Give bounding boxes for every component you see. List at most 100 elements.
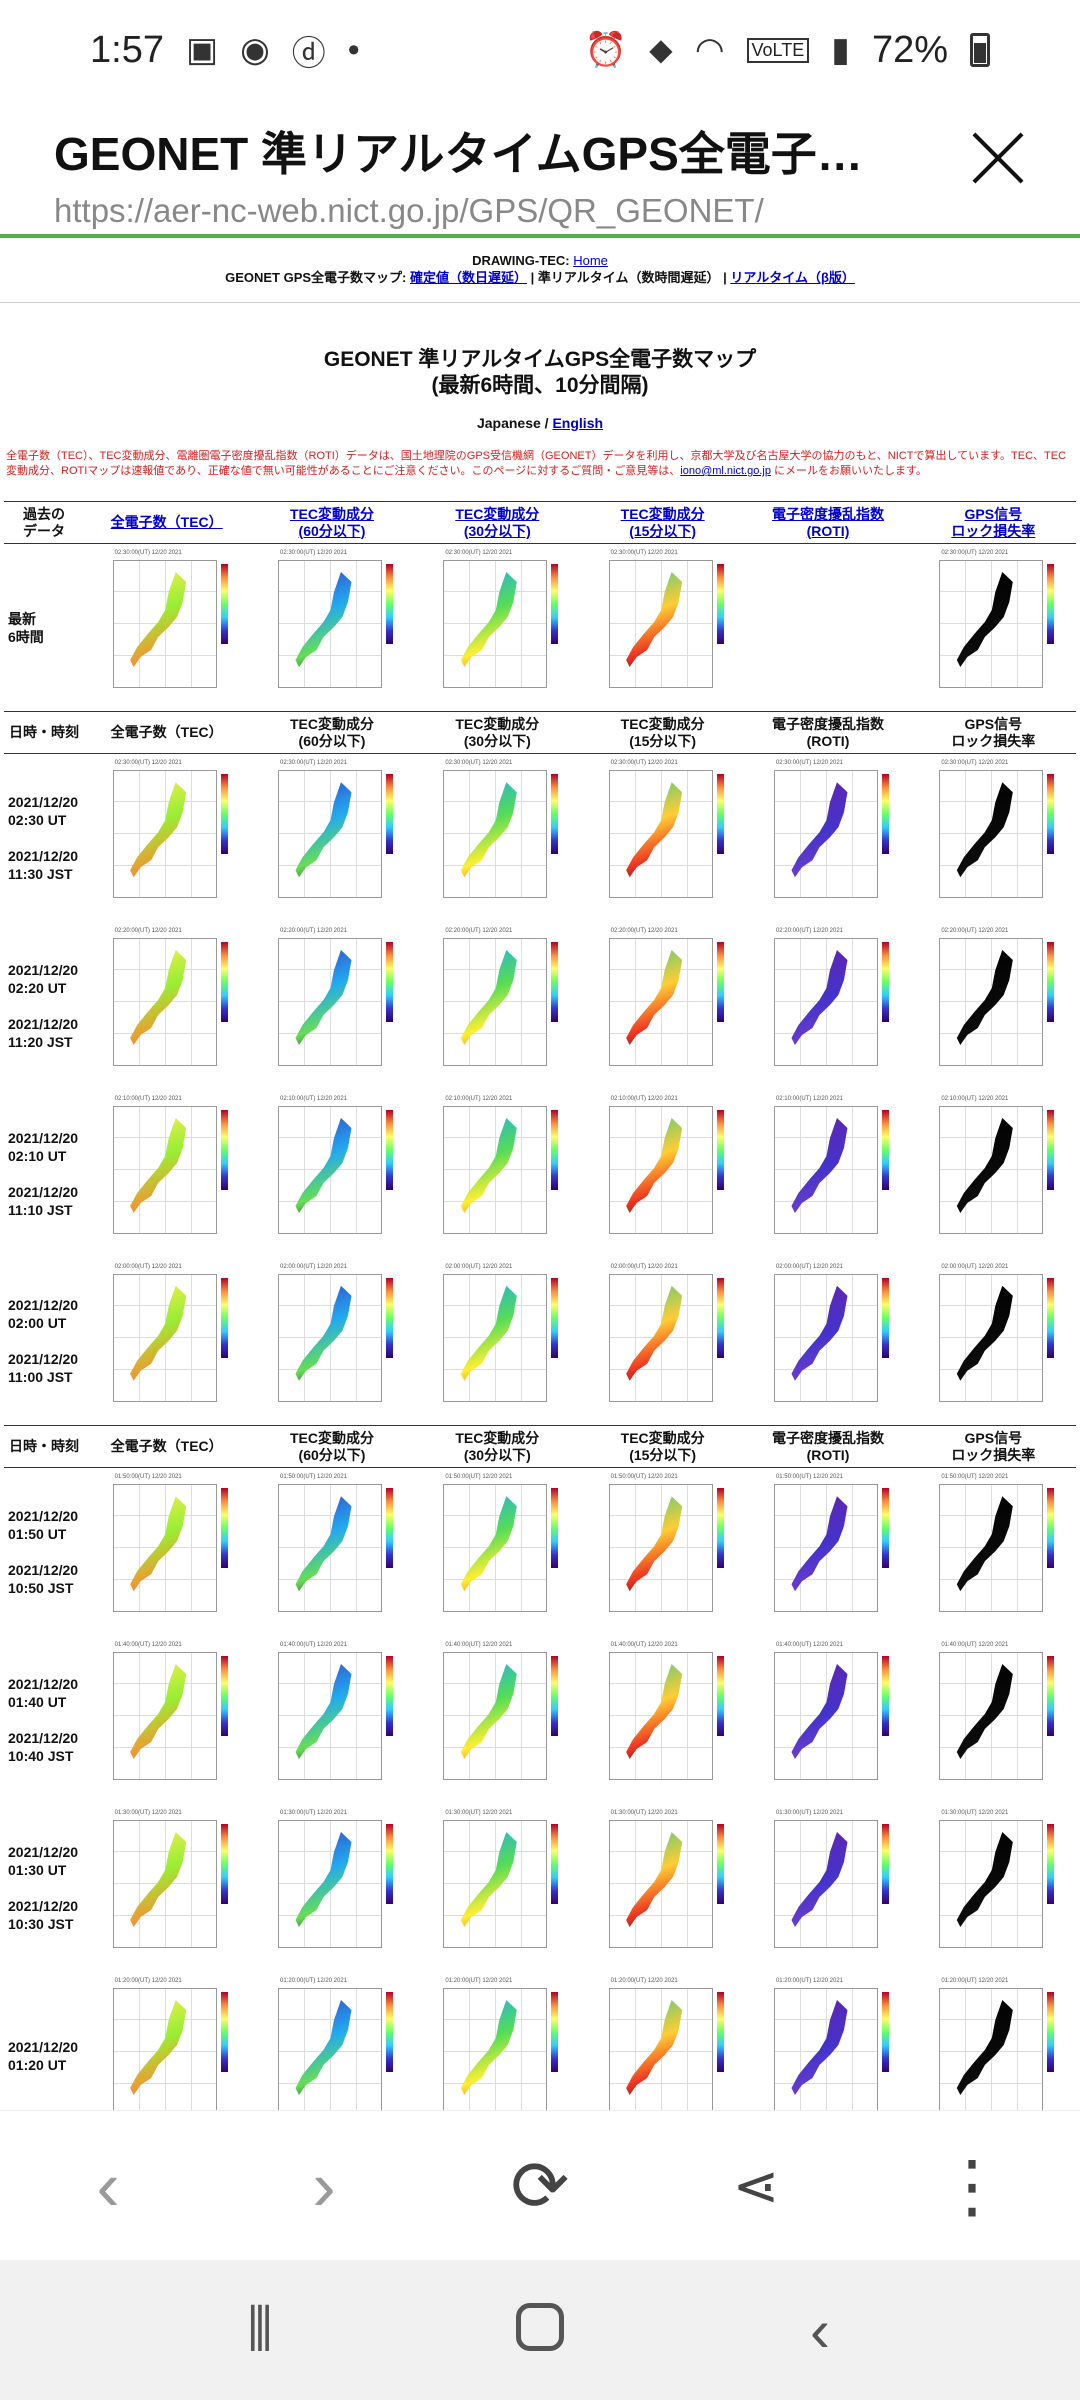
map-image[interactable]: 02:30:00(UT) 12/20 2021 [96, 550, 237, 700]
share-icon[interactable]: ⋖ [732, 2153, 780, 2217]
map-image[interactable]: 01:30:00(UT) 12/20 2021 [261, 1810, 402, 1960]
map-caption: 01:20:00(UT) 12/20 2021 [775, 1978, 844, 1984]
column-header-link[interactable]: GPS信号 [964, 505, 1023, 522]
column-header-link[interactable]: TEC変動成分 [455, 505, 540, 522]
map-image[interactable]: 01:20:00(UT) 12/20 2021 [261, 1978, 402, 2110]
close-icon[interactable] [968, 128, 1028, 188]
map-image[interactable]: 01:40:00(UT) 12/20 2021 [757, 1642, 898, 1792]
map-image[interactable]: 02:00:00(UT) 12/20 2021 [261, 1263, 402, 1414]
map-image[interactable]: 01:20:00(UT) 12/20 2021 [923, 1978, 1064, 2110]
home-button[interactable] [485, 2296, 595, 2365]
map-image[interactable]: 02:00:00(UT) 12/20 2021 [96, 1263, 237, 1414]
map-image[interactable]: 02:20:00(UT) 12/20 2021 [923, 928, 1064, 1078]
map-caption: 02:00:00(UT) 12/20 2021 [775, 1263, 844, 1270]
column-header-text: GPS信号 [964, 1429, 1023, 1446]
map-image[interactable]: 02:10:00(UT) 12/20 2021 [96, 1096, 237, 1246]
map-caption: 01:40:00(UT) 12/20 2021 [775, 1642, 844, 1648]
map-image[interactable]: 02:20:00(UT) 12/20 2021 [261, 928, 402, 1078]
map-image[interactable]: 01:30:00(UT) 12/20 2021 [757, 1810, 898, 1960]
map-image[interactable]: 01:50:00(UT) 12/20 2021 [96, 1474, 237, 1625]
map-image[interactable]: 01:40:00(UT) 12/20 2021 [592, 1642, 733, 1792]
row-datetime: 2021/12/20 02:10 UT 2021/12/20 11:10 JST [8, 1129, 79, 1218]
web-page[interactable]: DRAWING-TEC: Home GEONET GPS全電子数マップ: 確定値… [0, 242, 1080, 2110]
map-image[interactable]: 01:20:00(UT) 12/20 2021 [757, 1978, 898, 2110]
column-header-link[interactable]: (15分以下) [629, 522, 697, 539]
map-image[interactable]: 02:20:00(UT) 12/20 2021 [96, 928, 237, 1078]
map-caption: 01:20:00(UT) 12/20 2021 [610, 1978, 678, 1984]
map-caption: 01:20:00(UT) 12/20 2021 [279, 1978, 348, 1984]
map-image[interactable]: 01:30:00(UT) 12/20 2021 [923, 1810, 1064, 1960]
column-header-text: (15分以下) [629, 1446, 697, 1463]
map-image[interactable]: 01:30:00(UT) 12/20 2021 [96, 1810, 237, 1960]
time-row: 2021/12/20 02:30 UT 2021/12/20 11:30 JST 02:… [4, 754, 1076, 922]
column-header-link[interactable]: 電子密度擾乱指数 [771, 505, 884, 522]
column-header-link[interactable]: 全電子数（TEC） [110, 514, 223, 530]
header-row: 過去の データ 全電子数（TEC） TEC変動成分 (60分以下) TEC変動成分 (30分… [4, 501, 1076, 544]
map-image[interactable]: 02:10:00(UT) 12/20 2021 [923, 1096, 1064, 1246]
column-header: GPS信号 ロック損失率 [910, 501, 1076, 544]
column-header-link[interactable]: (60分以下) [298, 522, 366, 539]
confirmed-link[interactable]: 確定値（数日遅延） [410, 270, 528, 285]
map-image[interactable]: 02:30:00(UT) 12/20 2021 [923, 760, 1064, 911]
time-row: 2021/12/20 01:40 UT 2021/12/20 10:40 JST 01:… [4, 1636, 1076, 1804]
map-image[interactable]: 01:20:00(UT) 12/20 2021 [96, 1978, 237, 2110]
email-link[interactable]: iono@ml.nict.go.jp [680, 465, 771, 477]
time-row: 2021/12/20 02:00 UT 2021/12/20 11:00 JST 02:… [4, 1258, 1076, 1426]
lang-english-link[interactable]: English [552, 415, 604, 431]
map-image[interactable]: 02:00:00(UT) 12/20 2021 [427, 1263, 568, 1414]
map-image[interactable]: 01:50:00(UT) 12/20 2021 [757, 1474, 898, 1625]
back-arrow-icon[interactable]: ‹ [96, 2146, 120, 2225]
map-image[interactable]: 02:30:00(UT) 12/20 2021 [261, 550, 402, 700]
map-image[interactable]: 01:20:00(UT) 12/20 2021 [427, 1978, 568, 2110]
map-image[interactable]: 02:30:00(UT) 12/20 2021 [592, 760, 733, 911]
map-image[interactable]: 02:10:00(UT) 12/20 2021 [427, 1096, 568, 1246]
map-image[interactable]: 01:50:00(UT) 12/20 2021 [261, 1474, 402, 1625]
map-image[interactable]: 02:20:00(UT) 12/20 2021 [592, 928, 733, 1078]
map-image[interactable]: 01:40:00(UT) 12/20 2021 [427, 1642, 568, 1792]
map-image[interactable]: 02:30:00(UT) 12/20 2021 [427, 760, 568, 911]
map-image[interactable]: 02:30:00(UT) 12/20 2021 [261, 760, 402, 911]
map-image[interactable]: 02:00:00(UT) 12/20 2021 [592, 1263, 733, 1414]
gallery-icon: ▣ [185, 31, 219, 69]
map-image[interactable]: 01:50:00(UT) 12/20 2021 [427, 1474, 568, 1625]
map-image[interactable]: 02:30:00(UT) 12/20 2021 [592, 550, 733, 700]
reload-icon[interactable]: ⟳ [510, 2146, 570, 2225]
alarm-icon: ⏰ [584, 31, 628, 69]
map-image[interactable]: 02:30:00(UT) 12/20 2021 [923, 550, 1064, 700]
tab-url[interactable]: https://aer-nc-web.nict.go.jp/GPS/QR_GEO… [54, 192, 764, 229]
map-image[interactable]: 02:20:00(UT) 12/20 2021 [757, 928, 898, 1078]
lang-japanese: Japanese / [476, 415, 553, 431]
map-image[interactable]: 02:30:00(UT) 12/20 2021 [757, 760, 898, 911]
map-image[interactable]: 02:10:00(UT) 12/20 2021 [757, 1096, 898, 1246]
map-image[interactable]: 02:10:00(UT) 12/20 2021 [592, 1096, 733, 1246]
map-image[interactable]: 02:00:00(UT) 12/20 2021 [923, 1263, 1064, 1414]
column-header-link[interactable]: (ROTI) [806, 522, 850, 539]
column-header: GPS信号 ロック損失率 [910, 711, 1076, 754]
column-header-link[interactable]: TEC変動成分 [289, 505, 374, 522]
map-image[interactable]: 01:50:00(UT) 12/20 2021 [592, 1474, 733, 1625]
map-image[interactable]: 02:30:00(UT) 12/20 2021 [427, 550, 568, 700]
column-header-link[interactable]: TEC変動成分 [620, 505, 705, 522]
map-image[interactable]: 01:40:00(UT) 12/20 2021 [923, 1642, 1064, 1792]
map-image[interactable]: 01:40:00(UT) 12/20 2021 [96, 1642, 237, 1792]
column-header-link[interactable]: (30分以下) [463, 522, 531, 539]
more-options-icon[interactable]: ⋮ [937, 2146, 1007, 2225]
home-link[interactable]: Home [573, 253, 608, 268]
map-image[interactable]: 02:20:00(UT) 12/20 2021 [427, 928, 568, 1078]
system-back-icon[interactable]: ‹ [810, 2296, 830, 2364]
map-image[interactable]: 01:20:00(UT) 12/20 2021 [592, 1978, 733, 2110]
map-caption: 01:40:00(UT) 12/20 2021 [279, 1642, 348, 1648]
realtime-link[interactable]: リアルタイム（β版） [730, 270, 855, 285]
map-image[interactable]: 01:30:00(UT) 12/20 2021 [427, 1810, 568, 1960]
forward-arrow-icon[interactable]: › [312, 2146, 336, 2225]
column-header-link[interactable]: ロック損失率 [951, 522, 1036, 539]
time-row: 2021/12/20 02:10 UT 2021/12/20 11:10 JST 02:… [4, 1090, 1076, 1258]
map-image[interactable]: 02:30:00(UT) 12/20 2021 [96, 760, 237, 911]
recent-apps-icon[interactable]: ⦀ [246, 2296, 274, 2363]
map-image[interactable]: 02:00:00(UT) 12/20 2021 [757, 1263, 898, 1414]
map-image[interactable]: 01:30:00(UT) 12/20 2021 [592, 1810, 733, 1960]
map-image[interactable]: 01:50:00(UT) 12/20 2021 [923, 1474, 1064, 1625]
map-image[interactable]: 02:10:00(UT) 12/20 2021 [261, 1096, 402, 1246]
map-image[interactable]: 01:40:00(UT) 12/20 2021 [261, 1642, 402, 1792]
map-caption: 02:10:00(UT) 12/20 2021 [279, 1096, 348, 1102]
